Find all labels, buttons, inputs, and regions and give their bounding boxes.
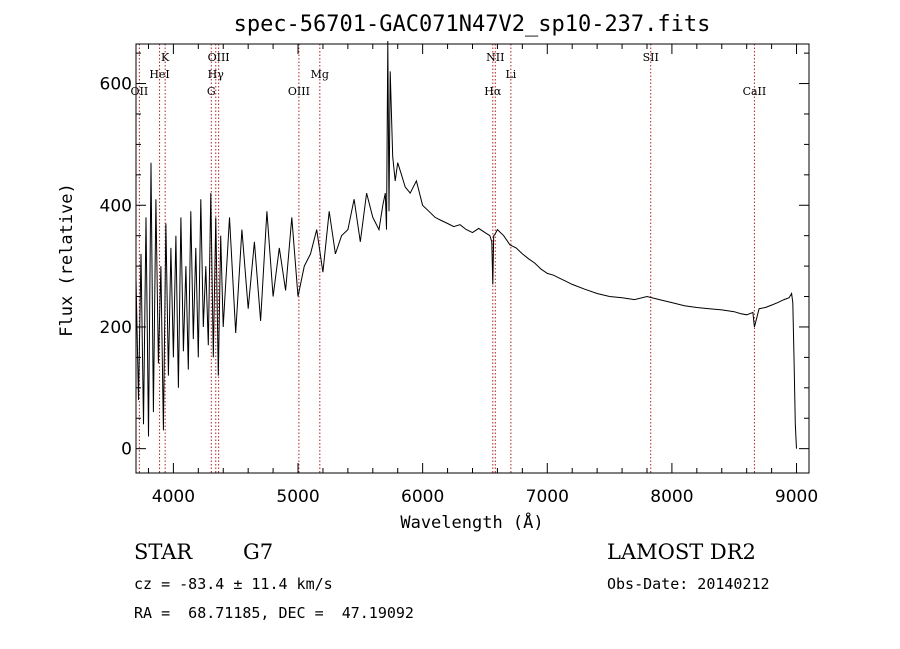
x-tick-label-3: 7000: [526, 487, 569, 507]
axis-ticks: [136, 44, 809, 473]
y-tick-label-3: 600: [100, 75, 132, 95]
marker-label-2: HeI: [149, 68, 169, 81]
marker-label-4: Hγ: [208, 68, 225, 81]
object-type: STAR: [134, 540, 193, 564]
marker-label-8: NII: [486, 51, 504, 64]
y-tick-label-1: 200: [100, 318, 132, 338]
marker-label-3: OIII: [208, 51, 230, 64]
x-tick-label-5: 9000: [775, 487, 818, 507]
x-tick-label-1: 5000: [276, 487, 319, 507]
y-tick-label-0: 0: [121, 440, 132, 460]
y-axis-label: Flux (relative): [57, 183, 77, 337]
marker-label-12: CaII: [743, 85, 767, 98]
spectrum-line: [135, 40, 797, 449]
marker-label-0: OII: [131, 85, 149, 98]
object-subclass: G7: [243, 540, 274, 564]
marker-label-6: OIII: [288, 85, 310, 98]
coordinates: RA = 68.71185, DEC = 47.19092: [134, 604, 414, 622]
marker-label-10: Hα: [484, 85, 502, 98]
marker-label-1: K: [161, 51, 170, 64]
y-tick-label-2: 400: [100, 196, 132, 216]
x-axis-label: Wavelength (Å): [400, 511, 543, 533]
marker-label-5: G: [207, 85, 216, 98]
marker-label-7: Mg: [311, 68, 329, 81]
redshift-cz: cz = -83.4 ± 11.4 km/s: [134, 575, 333, 593]
x-tick-label-0: 4000: [152, 487, 195, 507]
survey-name: LAMOST DR2: [607, 540, 756, 564]
marker-label-11: SII: [643, 51, 659, 64]
x-tick-label-4: 8000: [650, 487, 693, 507]
marker-label-9: Li: [505, 68, 516, 81]
chart-title: spec-56701-GAC071N47V2_sp10-237.fits: [234, 12, 711, 37]
obs-date: Obs-Date: 20140212: [607, 575, 770, 593]
plot-frame: [135, 43, 810, 474]
x-tick-label-2: 6000: [401, 487, 444, 507]
tick-labels: 4000 5000 6000 7000 8000 9000 0 200 400 600: [100, 75, 819, 507]
